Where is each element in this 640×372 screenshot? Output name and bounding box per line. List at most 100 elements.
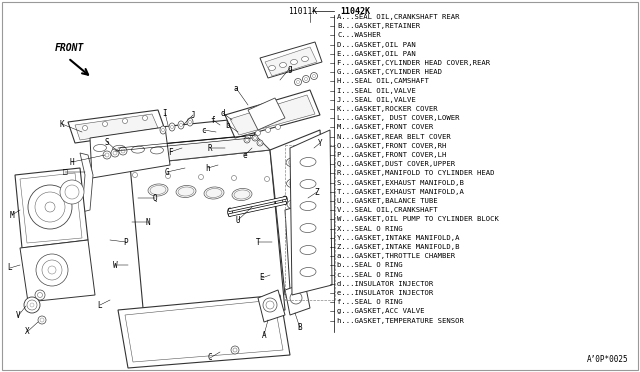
Text: 11042K: 11042K: [340, 6, 370, 16]
Text: Y...GASKET,INTAKE MANIFOLD,A: Y...GASKET,INTAKE MANIFOLD,A: [337, 235, 460, 241]
Text: O...GASKET,FRONT COVER,RH: O...GASKET,FRONT COVER,RH: [337, 143, 446, 149]
Text: I...SEAL OIL,VALVE: I...SEAL OIL,VALVE: [337, 87, 416, 94]
Text: P...GASKET,FRONT COVER,LH: P...GASKET,FRONT COVER,LH: [337, 152, 446, 158]
Ellipse shape: [300, 157, 316, 167]
Circle shape: [111, 149, 119, 157]
Circle shape: [290, 292, 302, 304]
Text: c...SEAL O RING: c...SEAL O RING: [337, 272, 403, 278]
Ellipse shape: [290, 221, 303, 228]
Text: Z...GASKET,INTAKE MANIFOLD,B: Z...GASKET,INTAKE MANIFOLD,B: [337, 244, 460, 250]
Ellipse shape: [150, 147, 163, 154]
Text: T: T: [256, 237, 260, 247]
Polygon shape: [260, 42, 322, 78]
Circle shape: [102, 122, 108, 126]
Text: I: I: [163, 109, 167, 118]
Circle shape: [60, 180, 84, 204]
Ellipse shape: [289, 179, 302, 186]
Circle shape: [263, 298, 277, 312]
Circle shape: [231, 346, 239, 354]
Text: B: B: [298, 324, 302, 333]
Ellipse shape: [280, 62, 287, 67]
Text: b...SEAL O RING: b...SEAL O RING: [337, 262, 403, 269]
Text: J...SEAL OIL,VALVE: J...SEAL OIL,VALVE: [337, 97, 416, 103]
Ellipse shape: [287, 178, 305, 188]
Polygon shape: [285, 283, 310, 315]
Ellipse shape: [232, 189, 252, 201]
Circle shape: [166, 173, 170, 179]
Polygon shape: [285, 198, 330, 290]
Text: F: F: [168, 148, 172, 157]
Text: R: R: [208, 144, 212, 153]
Circle shape: [303, 76, 310, 83]
Text: P: P: [124, 237, 128, 247]
Text: M: M: [10, 211, 14, 219]
Circle shape: [266, 128, 271, 132]
Circle shape: [312, 74, 316, 77]
Ellipse shape: [286, 157, 304, 167]
Circle shape: [253, 137, 257, 140]
Text: S: S: [105, 138, 109, 147]
Polygon shape: [80, 153, 93, 212]
Text: L: L: [8, 263, 12, 273]
Ellipse shape: [287, 220, 305, 230]
Polygon shape: [75, 114, 158, 140]
Ellipse shape: [176, 186, 196, 198]
Circle shape: [45, 202, 55, 212]
Polygon shape: [118, 295, 290, 368]
Circle shape: [252, 135, 258, 141]
Ellipse shape: [269, 65, 275, 71]
Ellipse shape: [289, 201, 303, 208]
Ellipse shape: [288, 241, 306, 251]
Ellipse shape: [150, 186, 166, 195]
Polygon shape: [112, 118, 255, 148]
Text: S...GASKET,EXHAUST MANIFOLD,B: S...GASKET,EXHAUST MANIFOLD,B: [337, 180, 464, 186]
Circle shape: [30, 303, 34, 307]
Text: H: H: [70, 157, 74, 167]
Ellipse shape: [148, 184, 168, 196]
Text: □: □: [63, 167, 67, 176]
Circle shape: [48, 266, 56, 274]
Circle shape: [305, 77, 307, 80]
Ellipse shape: [289, 158, 301, 166]
Text: D...GASKET,OIL PAN: D...GASKET,OIL PAN: [337, 42, 416, 48]
Circle shape: [246, 135, 250, 140]
Circle shape: [121, 149, 125, 153]
Text: g...GASKET,ACC VALVE: g...GASKET,ACC VALVE: [337, 308, 424, 314]
Circle shape: [83, 125, 88, 131]
Text: a...GASKET,THROTTLE CHAMBER: a...GASKET,THROTTLE CHAMBER: [337, 253, 455, 259]
Polygon shape: [125, 300, 283, 362]
Ellipse shape: [300, 179, 316, 189]
Text: R...GASKET,MANIFOLD TO CYLINDER HEAD: R...GASKET,MANIFOLD TO CYLINDER HEAD: [337, 170, 495, 176]
Circle shape: [246, 138, 248, 141]
Text: d: d: [221, 109, 225, 118]
Text: G...GASKET,CYLINDER HEAD: G...GASKET,CYLINDER HEAD: [337, 69, 442, 75]
Text: 11011K: 11011K: [289, 6, 317, 16]
Polygon shape: [258, 290, 285, 322]
Circle shape: [198, 174, 204, 180]
Polygon shape: [118, 135, 270, 165]
Polygon shape: [230, 95, 315, 135]
Circle shape: [275, 125, 280, 129]
Polygon shape: [15, 168, 88, 248]
Ellipse shape: [289, 262, 307, 272]
Text: V: V: [16, 311, 20, 321]
Ellipse shape: [300, 224, 316, 232]
Text: T...GASKET,EXHAUST MANIFOLD,A: T...GASKET,EXHAUST MANIFOLD,A: [337, 189, 464, 195]
Circle shape: [27, 300, 37, 310]
Text: X...SEAL O RING: X...SEAL O RING: [337, 225, 403, 232]
Text: Q...GASKET,DUST COVER,UPPER: Q...GASKET,DUST COVER,UPPER: [337, 161, 455, 167]
Ellipse shape: [160, 126, 166, 134]
Text: A’0P*0025: A’0P*0025: [586, 356, 628, 365]
Polygon shape: [265, 47, 317, 76]
Ellipse shape: [169, 123, 175, 131]
Text: U: U: [236, 215, 240, 224]
Circle shape: [296, 80, 300, 83]
Text: A...SEAL OIL,CRANKSHAFT REAR: A...SEAL OIL,CRANKSHAFT REAR: [337, 14, 460, 20]
Text: c: c: [202, 125, 206, 135]
Ellipse shape: [206, 189, 222, 198]
Ellipse shape: [291, 60, 298, 64]
Polygon shape: [270, 130, 330, 295]
Ellipse shape: [291, 243, 303, 250]
Text: Z: Z: [315, 187, 319, 196]
Text: K...GASKET,ROCKER COVER: K...GASKET,ROCKER COVER: [337, 106, 438, 112]
